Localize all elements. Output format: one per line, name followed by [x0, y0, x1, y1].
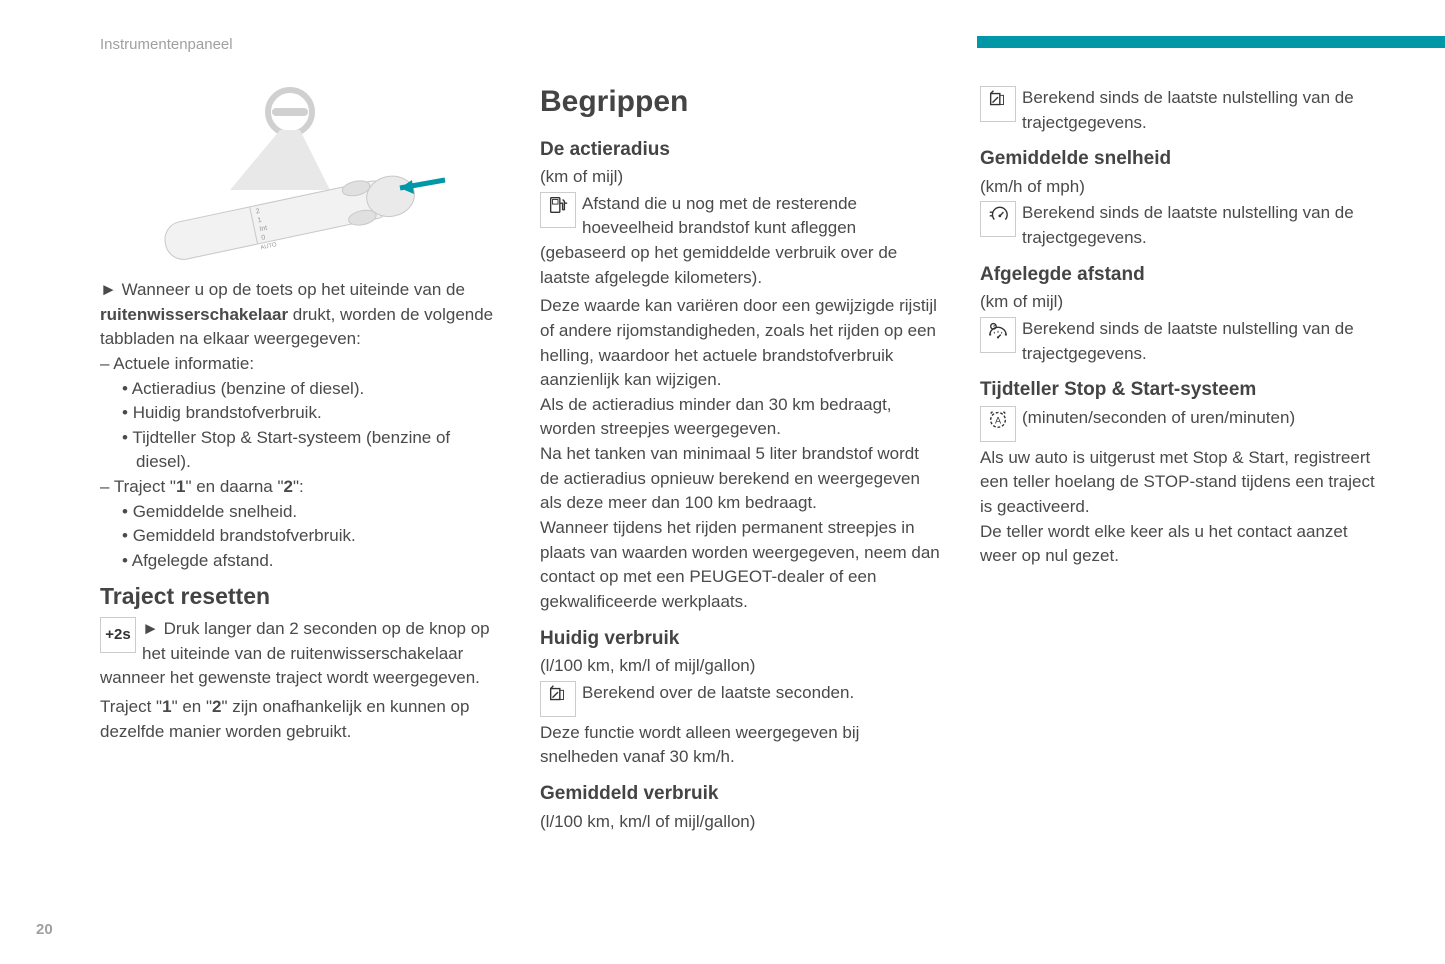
intro-prefix: Wanneer u op de toets op het uiteinde va…: [122, 280, 465, 299]
list-item: Actieradius (benzine of diesel).: [100, 377, 500, 402]
speed-icon-paragraph: Berekend sinds de laatste nulstelling va…: [980, 201, 1380, 250]
fuel-gauge-icon: [980, 86, 1016, 122]
intro-paragraph: Wanneer u op de toets op het uiteinde va…: [100, 278, 500, 352]
current-unit: (l/100 km, km/l of mijl/gallon): [540, 654, 940, 679]
stopstart-p1: Als uw auto is uitgerust met Stop & Star…: [980, 446, 1380, 520]
stopstart-heading: Tijdteller Stop & Start-systeem: [980, 376, 1380, 404]
column-2: Begrippen De actieradius (km of mijl) Af…: [540, 80, 940, 836]
section-header: Instrumentenpaneel: [100, 36, 233, 53]
page-number: 20: [36, 921, 53, 938]
range-p4: Na het tanken van minimaal 5 liter brand…: [540, 442, 940, 516]
group2-label: Traject "1" en daarna "2":: [100, 475, 500, 500]
avg-cons-icon-paragraph: Berekend sinds de laatste nulstelling va…: [980, 86, 1380, 135]
range-unit: (km of mijl): [540, 165, 940, 190]
group1-label: Actuele informatie:: [100, 352, 500, 377]
dist-icon-paragraph: Berekend sinds de laatste nulstelling va…: [980, 317, 1380, 366]
avg-heading: Gemiddeld verbruik: [540, 780, 940, 808]
current-heading: Huidig verbruik: [540, 625, 940, 653]
fuel-pump-icon: [540, 192, 576, 228]
fuel-gauge-icon: [540, 681, 576, 717]
stopstart-unit: (minuten/seconden of uren/minuten): [1022, 408, 1295, 427]
list-item: Gemiddelde snelheid.: [100, 500, 500, 525]
dist-heading: Afgelegde afstand: [980, 261, 1380, 289]
wiper-stalk-illustration: 2 1 Int 0 AUTO: [100, 80, 460, 270]
list-item: Afgelegde afstand.: [100, 549, 500, 574]
speed-text: Berekend sinds de laatste nulstelling va…: [1022, 203, 1354, 247]
dist-unit: (km of mijl): [980, 290, 1380, 315]
range-p2: Deze waarde kan variëren door een gewijz…: [540, 294, 940, 393]
range-icon-paragraph: Afstand die u nog met de resterende hoev…: [540, 192, 940, 291]
column-1: 2 1 Int 0 AUTO Wanneer u op de toets op …: [100, 80, 500, 836]
speed-unit: (km/h of mph): [980, 175, 1380, 200]
timer-2s-icon: +2s: [100, 617, 136, 653]
list-item: Huidig brandstofverbruik.: [100, 401, 500, 426]
reset-heading: Traject resetten: [100, 580, 500, 613]
stopstart-p2: De teller wordt elke keer als u het cont…: [980, 520, 1380, 569]
speed-heading: Gemiddelde snelheid: [980, 145, 1380, 173]
odometer-icon: [980, 317, 1016, 353]
avg-unit: (l/100 km, km/l of mijl/gallon): [540, 810, 940, 835]
header-accent-bar: [977, 36, 1445, 48]
speedometer-icon: [980, 201, 1016, 237]
intro-bold: ruitenwisserschakelaar: [100, 305, 288, 324]
stopstart-icon-paragraph: A (minuten/seconden of uren/minuten): [980, 406, 1380, 442]
range-p5: Wanneer tijdens het rijden permanent str…: [540, 516, 940, 615]
stopstart-timer-icon: A: [980, 406, 1016, 442]
begrippen-title: Begrippen: [540, 80, 940, 124]
column-3: Berekend sinds de laatste nulstelling va…: [980, 80, 1380, 836]
range-heading: De actieradius: [540, 136, 940, 164]
range-text: Afstand die u nog met de resterende hoev…: [540, 194, 897, 287]
current-icon-paragraph: Berekend over de laatste seconden.: [540, 681, 940, 717]
current-text: Berekend over de laatste seconden.: [582, 683, 854, 702]
list-item: Gemiddeld brandstofverbruik.: [100, 524, 500, 549]
content-columns: 2 1 Int 0 AUTO Wanneer u op de toets op …: [100, 80, 1380, 836]
dist-text: Berekend sinds de laatste nulstelling va…: [1022, 319, 1354, 363]
list-item: Tijdteller Stop & Start-systeem (benzine…: [100, 426, 500, 475]
current-note: Deze functie wordt alleen weergegeven bi…: [540, 721, 940, 770]
avg-cons-text: Berekend sinds de laatste nulstelling va…: [1022, 88, 1354, 132]
svg-text:A: A: [995, 415, 1002, 425]
reset-note: Traject "1" en "2" zijn onafhankelijk en…: [100, 695, 500, 744]
range-p3: Als de actieradius minder dan 30 km bedr…: [540, 393, 940, 442]
reset-paragraph: +2s Druk langer dan 2 seconden op de kno…: [100, 617, 500, 691]
